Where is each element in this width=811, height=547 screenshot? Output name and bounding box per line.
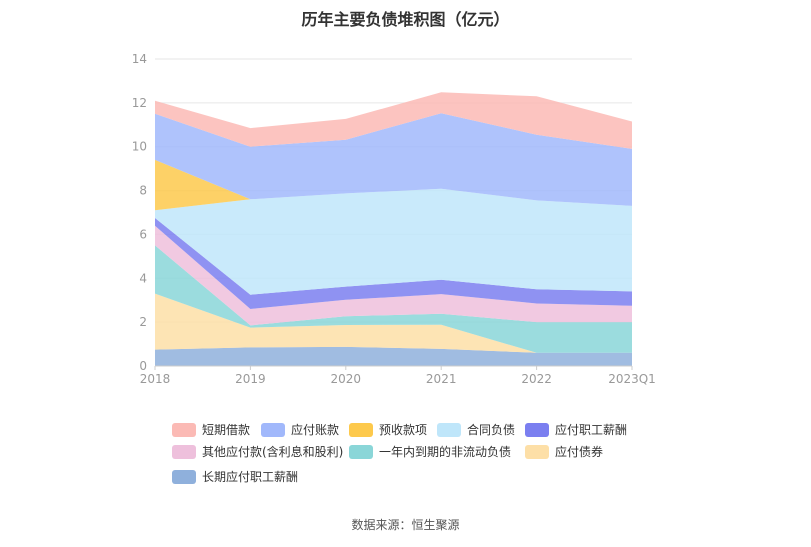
legend-swatch: [525, 445, 549, 459]
x-tick-label: 2021: [426, 372, 457, 386]
area-series-4: [155, 218, 632, 309]
y-tick-label: 6: [139, 227, 147, 241]
source-note: 数据来源：恒生聚源: [351, 518, 460, 532]
legend-item[interactable]: 合同负债: [437, 422, 515, 437]
x-tick-label: 2020: [331, 372, 362, 386]
chart-title: 历年主要负债堆积图（亿元）: [301, 10, 510, 29]
y-tick-label: 14: [132, 52, 147, 66]
x-tick-label: 2019: [235, 372, 266, 386]
area-series-5: [155, 188, 632, 295]
legend-label: 一年内到期的非流动负债: [379, 444, 511, 459]
x-tick-label: 2023Q1: [608, 372, 656, 386]
x-tick-label: 2022: [521, 372, 552, 386]
legend-label: 其他应付款(含利息和股利): [202, 444, 343, 459]
legend-label: 短期借款: [202, 423, 250, 437]
legend-item[interactable]: 应付职工薪酬: [525, 422, 627, 437]
legend-swatch: [172, 445, 196, 459]
legend-item[interactable]: 一年内到期的非流动负债: [349, 444, 511, 459]
legend-item[interactable]: 预收款项: [349, 423, 427, 437]
legend-label: 应付职工薪酬: [555, 422, 627, 437]
legend-item[interactable]: 短期借款: [172, 423, 250, 437]
legend-swatch: [525, 423, 549, 437]
y-tick-label: 4: [139, 271, 147, 285]
legend-item[interactable]: 其他应付款(含利息和股利): [172, 444, 343, 459]
area-series-8: [155, 92, 632, 149]
legend-swatch: [349, 423, 373, 437]
area-series: [155, 92, 632, 366]
area-series-1: [155, 293, 632, 353]
y-tick-label: 12: [132, 96, 147, 110]
legend-label: 应付债券: [555, 444, 603, 459]
area-series-0: [155, 346, 632, 366]
legend-swatch: [261, 423, 285, 437]
area-series-3: [155, 225, 632, 326]
legend-label: 应付账款: [291, 422, 339, 437]
legend-swatch: [349, 445, 373, 459]
legend-label: 合同负债: [467, 422, 515, 437]
legend-item[interactable]: 应付账款: [261, 422, 339, 437]
x-tick-label: 2018: [140, 372, 171, 386]
legend-label: 预收款项: [379, 423, 427, 437]
y-tick-label: 8: [139, 184, 147, 198]
y-tick-label: 0: [139, 359, 147, 373]
area-series-2: [155, 245, 632, 353]
legend-swatch: [172, 470, 196, 484]
y-tick-label: 10: [132, 140, 147, 154]
legend-label: 长期应付职工薪酬: [202, 469, 298, 484]
y-tick-label: 2: [139, 315, 147, 329]
legend-item[interactable]: 长期应付职工薪酬: [172, 469, 298, 484]
legend-swatch: [437, 423, 461, 437]
axes: 0 2 4 6 8 10 12 14 2018 2019 2020 2021 2022 2023Q1: [132, 52, 656, 386]
legend-item[interactable]: 应付债券: [525, 444, 603, 459]
legend-swatch: [172, 423, 196, 437]
area-series-7: [155, 113, 632, 206]
